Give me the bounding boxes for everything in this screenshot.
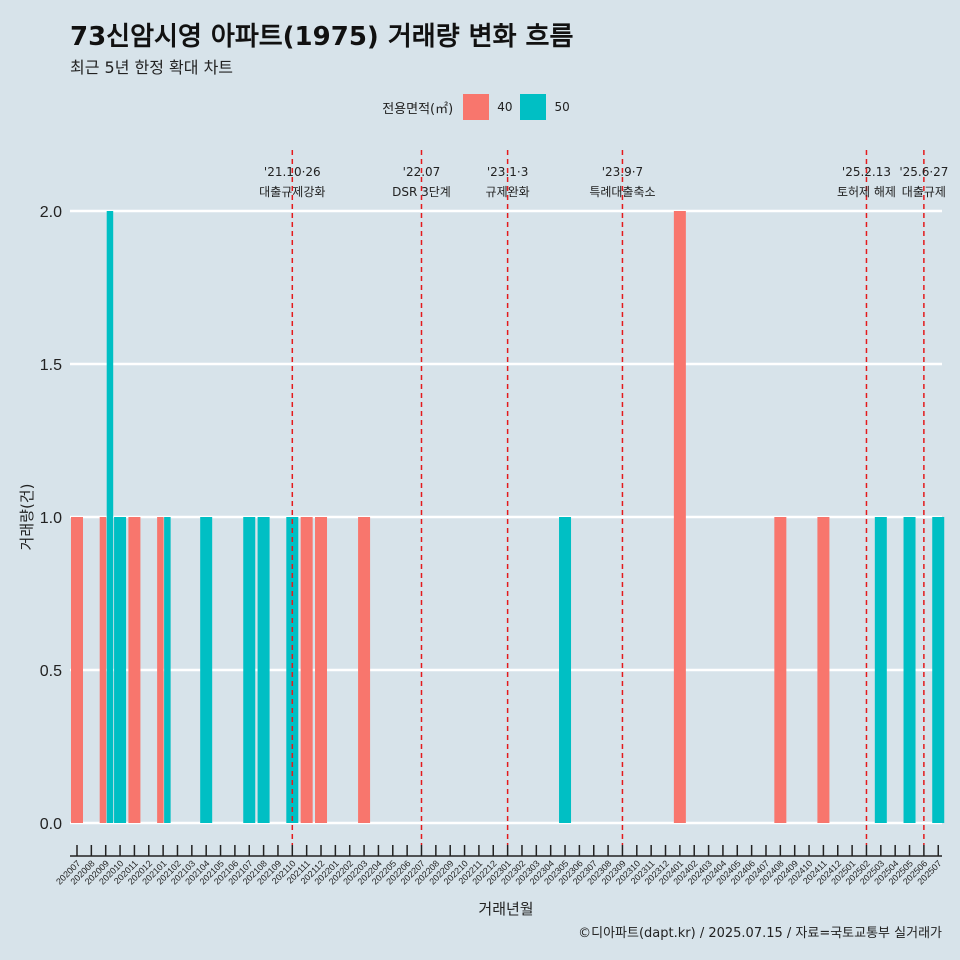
legend-swatch-40 — [463, 94, 490, 120]
bar-50-202110 — [286, 517, 299, 823]
bar-50-202505 — [903, 517, 916, 823]
event-date-label: '22.07 — [403, 165, 441, 179]
event-date-label: '25.2.13 — [842, 165, 891, 179]
bar-50-202101 — [164, 517, 171, 823]
bar-50-202108 — [257, 517, 270, 823]
y-axis-title: 거래량(건) — [18, 484, 36, 551]
y-tick-label: 0.5 — [40, 663, 62, 680]
bar-40-202009 — [99, 517, 107, 823]
y-tick-label: 0.0 — [40, 816, 62, 833]
event-text-label: 특례대출축소 — [589, 185, 655, 199]
event-text-label: DSR 3단계 — [392, 185, 451, 199]
source-caption: ©디아파트(dapt.kr) / 2025.07.15 / 자료=국토교통부 실… — [578, 926, 942, 941]
chart-subtitle: 최근 5년 한정 확대 차트 — [70, 58, 234, 77]
bar-50-202507 — [932, 517, 945, 823]
legend-label-40: 40 — [497, 100, 513, 114]
bar-50-202009 — [106, 211, 114, 823]
event-date-label: '23.1·3 — [487, 165, 528, 179]
event-text-label: 토허제 해제 — [837, 185, 896, 199]
bar-40-202203 — [358, 517, 371, 823]
bar-50-202107 — [243, 517, 256, 823]
bar-50-202503 — [874, 517, 887, 823]
bar-40-202111 — [300, 517, 313, 823]
event-text-label: 규제완화 — [486, 185, 530, 199]
bar-50-202010 — [114, 517, 127, 823]
bar-50-202104 — [200, 517, 213, 823]
event-text-label: 대출규제강화 — [259, 185, 325, 199]
event-date-label: '25.6·27 — [899, 165, 948, 179]
bar-40-202007 — [71, 517, 83, 823]
y-tick-label: 2.0 — [40, 204, 62, 221]
y-tick-label: 1.5 — [40, 357, 62, 374]
bar-40-202401 — [673, 211, 686, 823]
y-tick-label: 1.0 — [40, 510, 62, 527]
event-date-label: '21.10·26 — [264, 165, 321, 179]
chart-title: 73신암시영 아파트(1975) 거래량 변화 흐름 — [70, 22, 574, 52]
bar-40-202101 — [157, 517, 164, 823]
legend-label-50: 50 — [554, 100, 570, 114]
bar-50-202305 — [559, 517, 572, 823]
bar-40-202112 — [315, 517, 328, 823]
bar-40-202408 — [774, 517, 787, 823]
bar-40-202411 — [817, 517, 830, 823]
event-date-label: '23.9·7 — [602, 165, 643, 179]
bar-40-202011 — [128, 517, 141, 823]
x-axis-title: 거래년월 — [478, 900, 533, 918]
event-text-label: 대출규제 — [902, 185, 946, 199]
legend-swatch-50 — [520, 94, 547, 120]
legend-title: 전용면적(㎡) — [382, 101, 454, 117]
legend: 전용면적(㎡) 40 50 — [0, 94, 960, 120]
